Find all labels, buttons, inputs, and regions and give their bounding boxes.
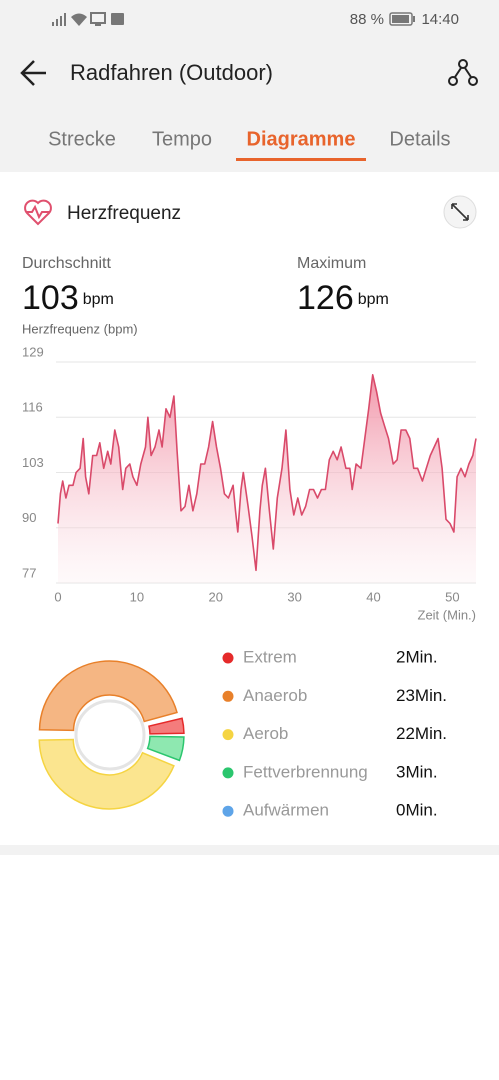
y-tick-label: 90 bbox=[22, 510, 36, 525]
expand-button[interactable] bbox=[443, 195, 477, 229]
legend-value: 0Min. bbox=[396, 801, 438, 820]
x-axis-label: Zeit (Min.) bbox=[418, 607, 477, 622]
x-tick-label: 50 bbox=[445, 589, 459, 604]
top-background bbox=[0, 0, 499, 172]
share-button[interactable] bbox=[448, 59, 478, 86]
legend-dot bbox=[222, 652, 234, 664]
tab[interactable]: Tempo bbox=[152, 128, 212, 150]
tab[interactable]: Diagramme bbox=[247, 128, 356, 150]
y-tick-label: 77 bbox=[22, 565, 36, 580]
legend-dot bbox=[222, 767, 234, 779]
legend-value: 2Min. bbox=[396, 647, 438, 666]
status-icons bbox=[52, 12, 415, 26]
stat-number: 103 bbox=[22, 279, 79, 317]
card-title: Herzfrequenz bbox=[67, 203, 181, 224]
x-tick-label: 0 bbox=[54, 589, 61, 604]
legend-label: Anaerob bbox=[243, 686, 307, 705]
legend-dot bbox=[222, 729, 234, 741]
x-tick-label: 30 bbox=[287, 589, 301, 604]
clock: 14:40 bbox=[421, 11, 459, 28]
battery-level: 88 % bbox=[350, 11, 384, 28]
stat-value: 126 bpm bbox=[297, 279, 389, 317]
tab-indicator bbox=[236, 158, 366, 161]
stat-value: 103 bpm bbox=[22, 279, 114, 317]
x-tick-label: 40 bbox=[366, 589, 380, 604]
legend-label: Aufwärmen bbox=[243, 801, 329, 820]
legend-value: 3Min. bbox=[396, 762, 438, 781]
legend-label: Aerob bbox=[243, 724, 288, 743]
zone-segment bbox=[148, 717, 185, 735]
y-axis-label: Herzfrequenz (bpm) bbox=[22, 321, 138, 336]
x-tick-label: 20 bbox=[209, 589, 223, 604]
heart-rate-area bbox=[58, 374, 476, 583]
y-tick-label: 116 bbox=[22, 400, 43, 415]
stat-unit: bpm bbox=[358, 291, 389, 308]
stat-label: Maximum bbox=[297, 255, 366, 272]
y-tick-label: 129 bbox=[22, 344, 44, 359]
legend-value: 23Min. bbox=[396, 686, 447, 705]
back-button[interactable] bbox=[20, 60, 46, 86]
section-divider bbox=[0, 845, 499, 855]
tab[interactable]: Strecke bbox=[48, 128, 116, 150]
stat-unit: bpm bbox=[83, 291, 114, 308]
zone-segment bbox=[38, 738, 175, 810]
legend-value: 22Min. bbox=[396, 724, 447, 743]
zone-segment bbox=[146, 735, 185, 762]
donut-hole bbox=[74, 699, 146, 771]
stat-label: Durchschnitt bbox=[22, 255, 111, 272]
zone-segment bbox=[38, 660, 178, 732]
legend-dot bbox=[222, 690, 234, 702]
heart-icon bbox=[24, 199, 52, 226]
stat-number: 126 bbox=[297, 279, 354, 317]
legend-label: Extrem bbox=[243, 647, 297, 666]
legend-dot bbox=[222, 805, 234, 817]
legend-label: Fettverbrennung bbox=[243, 762, 368, 781]
x-tick-label: 10 bbox=[130, 589, 144, 604]
y-tick-label: 103 bbox=[22, 455, 44, 470]
page-title: Radfahren (Outdoor) bbox=[70, 60, 273, 85]
heart-rate-line bbox=[57, 374, 477, 572]
tab[interactable]: Details bbox=[389, 128, 450, 150]
